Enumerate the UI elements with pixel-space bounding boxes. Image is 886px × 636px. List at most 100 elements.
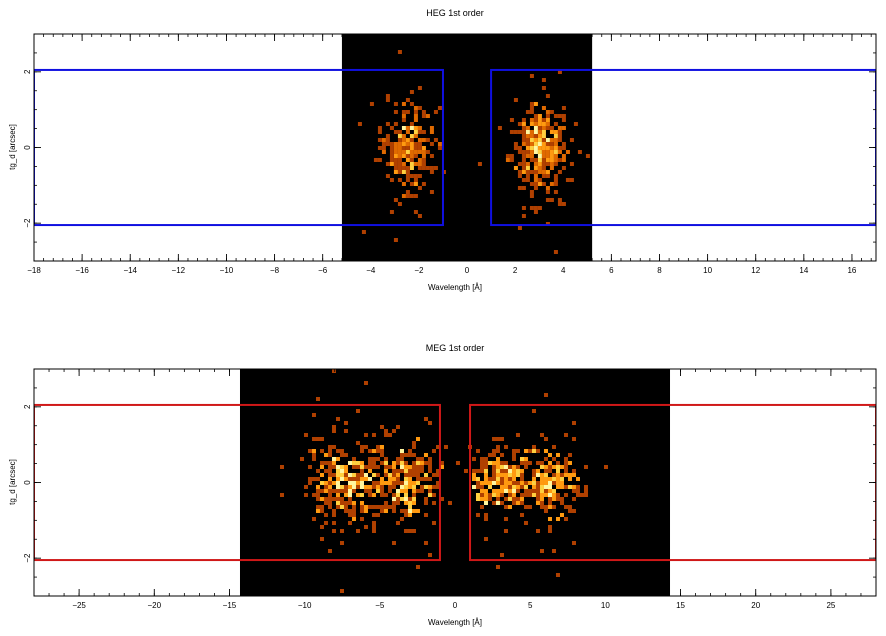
event-pixel: [387, 485, 392, 489]
event-pixel: [383, 461, 388, 465]
event-pixel: [319, 437, 324, 441]
heg-ylabel: tg_d [arcsec]: [8, 124, 17, 170]
event-pixel: [583, 493, 588, 497]
x-tick-label: 6: [609, 266, 614, 275]
event-pixel: [507, 477, 512, 481]
event-pixel: [351, 465, 356, 469]
heg-title: HEG 1st order: [426, 8, 484, 18]
event-pixel: [511, 477, 516, 481]
event-pixel: [507, 465, 512, 469]
heg-y-axis: −2 0 2: [23, 33, 876, 262]
event-pixel: [433, 138, 438, 142]
event-pixel: [375, 513, 380, 517]
event-pixel: [397, 158, 402, 162]
x-tick-label: −10: [298, 601, 312, 610]
event-pixel: [397, 146, 402, 150]
event-pixel: [571, 437, 576, 441]
event-pixel: [351, 473, 356, 477]
event-pixel: [339, 489, 344, 493]
event-pixel: [533, 150, 538, 154]
event-pixel: [417, 146, 422, 150]
event-pixel: [551, 477, 556, 481]
event-pixel: [511, 485, 516, 489]
event-pixel: [483, 481, 488, 485]
event-pixel: [409, 194, 414, 198]
event-pixel: [523, 493, 528, 497]
event-pixel: [327, 505, 332, 509]
event-pixel: [567, 505, 572, 509]
event-pixel: [421, 166, 426, 170]
event-pixel: [543, 457, 548, 461]
event-pixel: [549, 158, 554, 162]
event-pixel: [525, 146, 530, 150]
event-pixel: [355, 485, 360, 489]
event-pixel: [421, 162, 426, 166]
event-pixel: [375, 457, 380, 461]
event-pixel: [539, 461, 544, 465]
event-pixel: [429, 170, 434, 174]
event-pixel: [499, 461, 504, 465]
event-pixel: [423, 453, 428, 457]
event-pixel: [471, 485, 476, 489]
event-pixel: [413, 174, 418, 178]
event-pixel: [339, 473, 344, 477]
event-pixel: [411, 473, 416, 477]
event-pixel: [561, 114, 566, 118]
event-pixel: [521, 134, 526, 138]
event-pixel: [383, 509, 388, 513]
event-pixel: [541, 158, 546, 162]
event-pixel: [549, 150, 554, 154]
event-pixel: [407, 449, 412, 453]
event-pixel: [519, 513, 524, 517]
meg-regions: [34, 403, 876, 562]
event-pixel: [395, 493, 400, 497]
event-pixel: [541, 162, 546, 166]
event-pixel: [541, 134, 546, 138]
event-pixel: [411, 445, 416, 449]
event-pixel: [415, 477, 420, 481]
event-pixel: [339, 505, 344, 509]
event-pixel: [319, 465, 324, 469]
event-pixel: [339, 469, 344, 473]
event-pixel: [335, 481, 340, 485]
event-pixel: [439, 465, 444, 469]
event-pixel: [391, 497, 396, 501]
event-pixel: [411, 529, 416, 533]
event-pixel: [335, 477, 340, 481]
event-pixel: [539, 433, 544, 437]
x-tick-label: 0: [465, 266, 470, 275]
event-pixel: [433, 166, 438, 170]
event-pixel: [359, 481, 364, 485]
event-pixel: [413, 126, 418, 130]
event-pixel: [411, 465, 416, 469]
event-pixel: [479, 489, 484, 493]
event-pixel: [323, 489, 328, 493]
event-pixel: [423, 485, 428, 489]
event-pixel: [519, 501, 524, 505]
event-pixel: [487, 453, 492, 457]
event-pixel: [527, 493, 532, 497]
event-pixel: [443, 445, 448, 449]
event-pixel: [427, 465, 432, 469]
event-pixel: [331, 429, 336, 433]
event-pixel: [483, 513, 488, 517]
event-pixel: [503, 469, 508, 473]
event-pixel: [483, 501, 488, 505]
event-pixel: [409, 150, 414, 154]
event-pixel: [411, 461, 416, 465]
event-pixel: [327, 501, 332, 505]
event-pixel: [539, 505, 544, 509]
meg-panel: MEG 1st order −25 −20 −15 −10 −5 0 5 10 15 20 25 −…: [8, 343, 877, 627]
event-pixel: [499, 469, 504, 473]
event-pixel: [419, 469, 424, 473]
event-pixel: [561, 158, 566, 162]
event-pixel: [513, 98, 518, 102]
event-pixel: [363, 477, 368, 481]
event-pixel: [499, 489, 504, 493]
event-pixel: [521, 154, 526, 158]
event-pixel: [419, 477, 424, 481]
event-pixel: [339, 529, 344, 533]
event-pixel: [379, 477, 384, 481]
event-pixel: [505, 158, 510, 162]
event-pixel: [347, 489, 352, 493]
